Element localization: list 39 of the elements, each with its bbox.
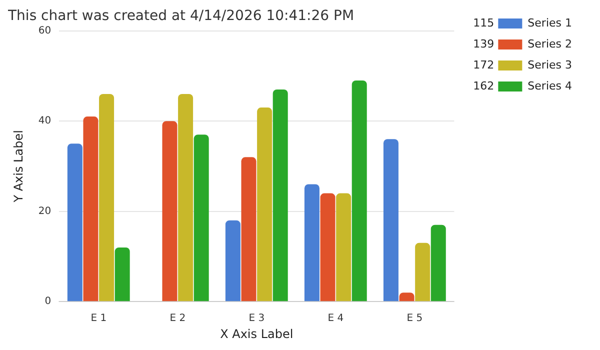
text: 115 — [473, 16, 494, 30]
legend-label: Series 1 — [528, 16, 572, 30]
x-tick-label: E 1 — [90, 313, 107, 324]
text: 162 — [473, 79, 494, 92]
bar — [178, 94, 194, 302]
bar — [194, 134, 209, 302]
bar — [67, 144, 82, 302]
y-tick-label: 40 — [38, 116, 52, 127]
bar — [257, 108, 272, 302]
bar — [225, 220, 240, 302]
bar — [399, 292, 414, 302]
text: 139 — [473, 37, 494, 50]
bar — [304, 184, 320, 302]
bar — [162, 121, 178, 302]
x-tick-label: E 3 — [248, 313, 265, 324]
legend-label: Series 4 — [528, 79, 572, 92]
bar — [336, 193, 352, 302]
y-tick-label: 0 — [44, 296, 52, 308]
legend-label: Series 3 — [528, 58, 572, 72]
chart-title: This chart was created at 4/14/2026 10:41:26 PM — [7, 8, 354, 24]
bar — [241, 157, 256, 302]
bar — [352, 80, 367, 302]
y-tick-label: 60 — [38, 25, 52, 36]
x-tick-label: E 2 — [170, 313, 186, 324]
bar — [383, 139, 398, 302]
bar — [272, 89, 288, 302]
y-axis-title: Y Axis Label — [11, 130, 26, 204]
x-tick-label: E 4 — [328, 313, 344, 324]
bar — [114, 247, 130, 302]
text: 172 — [473, 58, 494, 72]
legend-label: Series 2 — [528, 37, 572, 50]
bar — [320, 193, 336, 302]
bar — [83, 116, 98, 302]
bar — [99, 94, 114, 302]
x-axis-title: X Axis Label — [220, 326, 294, 341]
y-tick-label: 20 — [38, 206, 52, 217]
x-tick-label: E 5 — [406, 313, 423, 324]
bar — [415, 242, 430, 302]
bar — [430, 224, 446, 302]
